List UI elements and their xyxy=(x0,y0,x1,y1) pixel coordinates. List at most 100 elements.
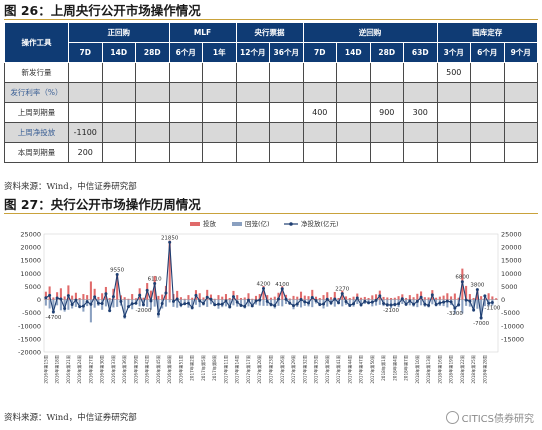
inject-bar xyxy=(59,288,62,300)
inject-bar xyxy=(273,296,276,300)
y-tick-label-right: 15000 xyxy=(501,257,522,265)
net-point xyxy=(134,301,138,305)
withdraw-bar xyxy=(378,299,381,305)
inject-bar xyxy=(277,292,280,300)
withdraw-bar xyxy=(431,299,434,305)
inject-bar xyxy=(86,295,89,300)
withdraw-bar xyxy=(146,299,149,307)
data-label: -4700 xyxy=(45,315,61,321)
inject-bar xyxy=(187,295,190,300)
legend-withdraw-label: 回笼(亿) xyxy=(245,219,270,228)
net-point xyxy=(168,240,172,244)
net-point xyxy=(164,291,168,295)
net-point xyxy=(138,293,142,297)
data-label: -1100 xyxy=(484,305,500,311)
withdraw-bar xyxy=(52,299,55,314)
data-label: 2270 xyxy=(335,287,349,293)
net-point xyxy=(141,303,145,307)
withdraw-bar xyxy=(116,299,119,307)
x-tick-label: 2016年第18周 xyxy=(54,355,61,384)
table-cell xyxy=(68,62,103,83)
data-label: -7000 xyxy=(473,321,489,327)
withdraw-bar xyxy=(247,299,250,307)
net-point xyxy=(393,303,397,307)
y-tick-label-right: 20000 xyxy=(501,244,522,252)
table-cell xyxy=(336,122,371,143)
header-mlf: MLF xyxy=(168,22,237,43)
table-cell xyxy=(470,102,505,123)
data-label: -2000 xyxy=(135,308,151,314)
net-point xyxy=(277,297,281,301)
net-point xyxy=(280,287,284,291)
net-point xyxy=(359,303,363,307)
withdraw-bar xyxy=(435,299,438,307)
table-row: 发行利率（%） xyxy=(4,82,538,103)
table-cell xyxy=(269,102,304,123)
net-point xyxy=(457,303,461,307)
net-point xyxy=(235,300,239,304)
header-reverse-repo: 逆回购 xyxy=(302,22,438,43)
x-tick-label: 2016年第51周 xyxy=(177,355,184,384)
net-point xyxy=(93,295,97,299)
withdraw-bar xyxy=(269,299,273,307)
net-point xyxy=(295,302,299,306)
table-cell xyxy=(235,102,270,123)
sub-header: 6个月 xyxy=(470,42,505,63)
net-point xyxy=(171,299,175,303)
table-cell: 300 xyxy=(403,102,438,123)
inject-bar xyxy=(371,295,374,300)
x-tick-label: 2018年第13周 xyxy=(425,355,432,384)
withdraw-bar xyxy=(480,299,483,320)
wechat-icon xyxy=(445,411,459,424)
sub-header: 3个月 xyxy=(436,42,471,63)
table-row: 上周净投放 -1100 xyxy=(4,122,538,143)
x-tick-label: 2017年第32周 xyxy=(301,355,308,384)
net-point xyxy=(78,305,82,309)
table-cell: 200 xyxy=(68,142,103,163)
table-cell xyxy=(369,62,404,83)
y-tick-label-left: 5000 xyxy=(24,283,41,291)
table-cell xyxy=(235,142,270,163)
y-tick-label-left: -10000 xyxy=(18,322,41,330)
table-cell xyxy=(235,82,270,103)
inject-bar xyxy=(393,297,396,300)
inject-bar xyxy=(382,296,385,300)
net-point xyxy=(374,298,378,302)
header-repo: 正回购 xyxy=(68,22,170,43)
header-treasury-deposit: 国库定存 xyxy=(436,22,538,43)
net-point xyxy=(205,295,209,299)
withdraw-bar xyxy=(59,299,62,311)
inject-bar xyxy=(127,298,130,300)
net-point xyxy=(415,299,419,303)
net-point xyxy=(352,302,356,306)
y-tick-label-left: 10000 xyxy=(20,270,41,278)
inject-bar xyxy=(367,297,370,300)
x-tick-label: 2016年第36周 xyxy=(121,355,128,384)
net-point xyxy=(115,273,119,277)
sub-header: 14D xyxy=(336,42,371,63)
net-point xyxy=(468,299,472,303)
inject-bar xyxy=(44,291,47,300)
row-label: 上周净投放 xyxy=(4,122,69,143)
x-tick-label: 2017年第11周 xyxy=(222,355,229,384)
y-tick-label-left: -20000 xyxy=(18,349,41,357)
table-cell xyxy=(436,102,471,123)
net-point xyxy=(153,282,157,286)
withdraw-bar xyxy=(356,299,359,305)
inject-bar xyxy=(446,293,449,300)
y-tick-label-right: 25000 xyxy=(501,231,522,239)
withdraw-bar xyxy=(228,299,231,309)
inject-bar xyxy=(168,240,171,300)
net-point xyxy=(333,297,337,301)
table-cell xyxy=(202,82,237,103)
table-cell xyxy=(101,82,136,103)
table-cell xyxy=(168,122,203,143)
inject-bar xyxy=(254,295,258,300)
net-point xyxy=(183,302,187,306)
x-tick-label: 2018年第1周 xyxy=(380,355,387,381)
withdraw-bar xyxy=(468,299,471,307)
inject-bar xyxy=(67,285,70,300)
withdraw-bar xyxy=(405,299,408,306)
table-cell xyxy=(135,142,170,163)
net-point xyxy=(423,302,427,306)
